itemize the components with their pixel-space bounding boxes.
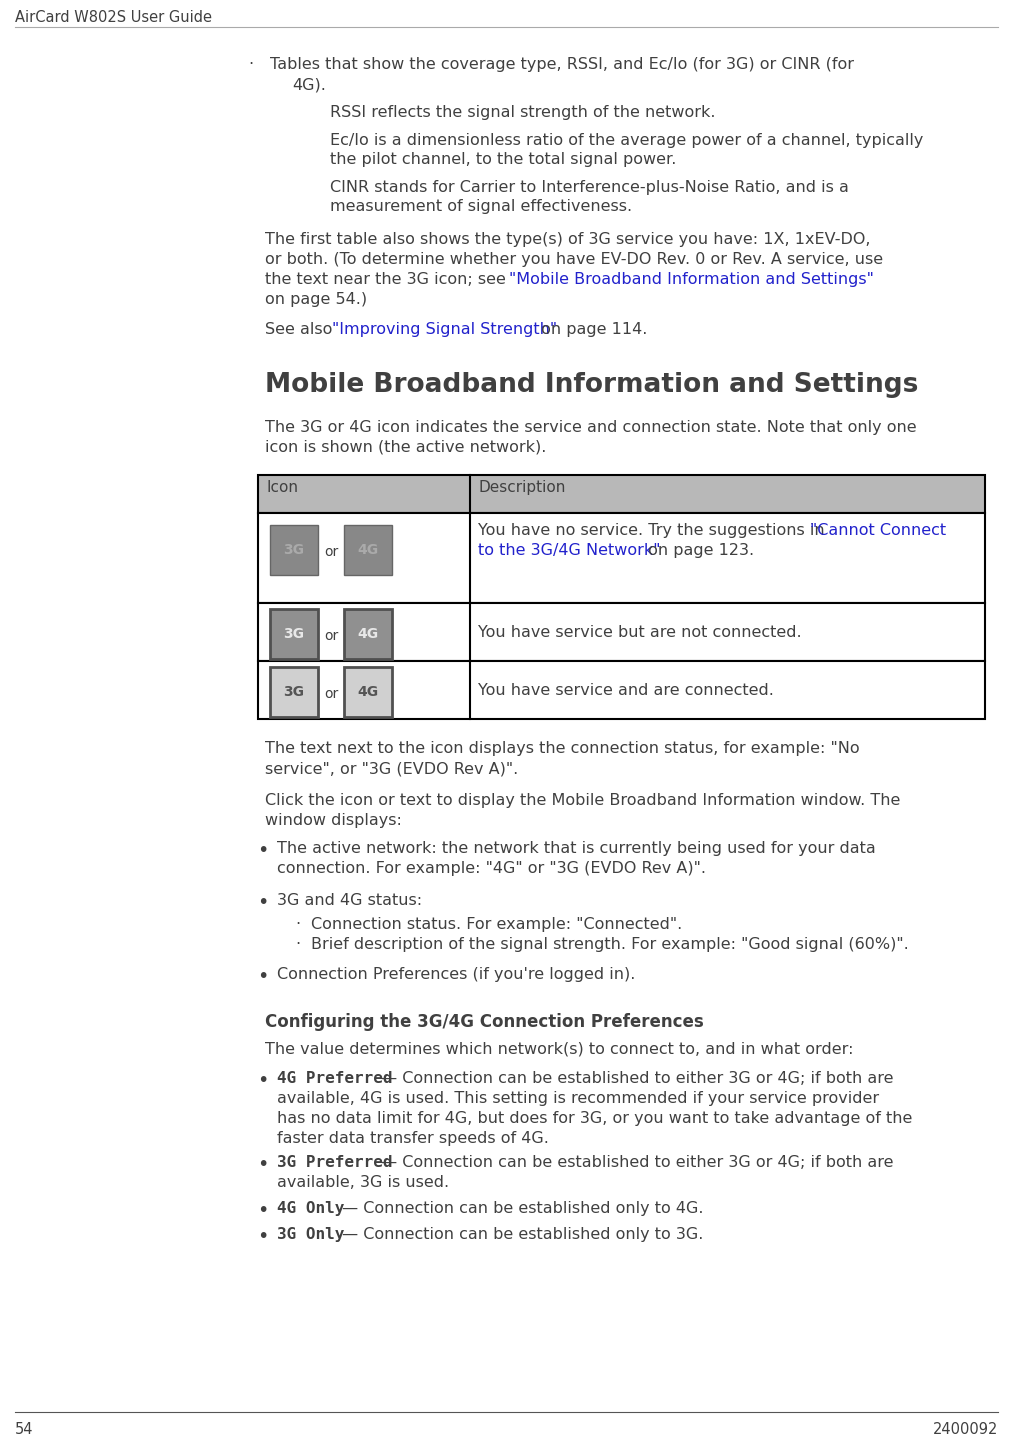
Text: or: or — [324, 629, 338, 643]
Text: — Connection can be established only to 3G.: — Connection can be established only to … — [337, 1227, 703, 1242]
Text: measurement of signal effectiveness.: measurement of signal effectiveness. — [330, 199, 632, 213]
Bar — [258, 603, 985, 660]
Text: •: • — [257, 1227, 268, 1246]
Text: 4G: 4G — [358, 544, 379, 557]
Text: 4G Preferred: 4G Preferred — [277, 1071, 392, 1086]
Text: on page 54.): on page 54.) — [265, 291, 367, 307]
Text: 4G Only: 4G Only — [277, 1201, 344, 1216]
Text: •: • — [257, 1201, 268, 1220]
Text: 4G).: 4G). — [292, 76, 326, 92]
Text: ·: · — [295, 937, 300, 952]
Text: See also: See also — [265, 322, 337, 337]
Text: 4G: 4G — [358, 685, 379, 699]
Text: on page 123.: on page 123. — [643, 544, 754, 558]
Text: Connection Preferences (if you're logged in).: Connection Preferences (if you're logged… — [277, 968, 635, 982]
Text: window displays:: window displays: — [265, 813, 402, 828]
Text: •: • — [257, 893, 268, 911]
Text: or: or — [324, 686, 338, 701]
Text: 2400092: 2400092 — [933, 1422, 998, 1438]
Text: Connection status. For example: "Connected".: Connection status. For example: "Connect… — [311, 917, 682, 932]
Text: You have service but are not connected.: You have service but are not connected. — [478, 624, 801, 640]
Text: "Mobile Broadband Information and Settings": "Mobile Broadband Information and Settin… — [509, 273, 874, 287]
Text: Description: Description — [478, 480, 565, 495]
Text: RSSI reflects the signal strength of the network.: RSSI reflects the signal strength of the… — [330, 105, 715, 120]
Text: Ec/Io is a dimensionless ratio of the average power of a channel, typically: Ec/Io is a dimensionless ratio of the av… — [330, 133, 924, 149]
Text: to the 3G/4G Network": to the 3G/4G Network" — [478, 544, 660, 558]
Bar — [344, 668, 392, 717]
Text: the pilot channel, to the total signal power.: the pilot channel, to the total signal p… — [330, 151, 677, 167]
Text: — Connection can be established to either 3G or 4G; if both are: — Connection can be established to eithe… — [376, 1071, 893, 1086]
Text: •: • — [257, 968, 268, 986]
Text: Click the icon or text to display the Mobile Broadband Information window. The: Click the icon or text to display the Mo… — [265, 793, 901, 808]
Bar — [258, 513, 985, 603]
Text: The active network: the network that is currently being used for your data: The active network: the network that is … — [277, 841, 876, 857]
Text: — Connection can be established to either 3G or 4G; if both are: — Connection can be established to eithe… — [376, 1155, 893, 1169]
Text: •: • — [257, 1155, 268, 1174]
Text: 54: 54 — [15, 1422, 33, 1438]
Text: or both. (To determine whether you have EV-DO Rev. 0 or Rev. A service, use: or both. (To determine whether you have … — [265, 252, 883, 267]
Text: The 3G or 4G icon indicates the service and connection state. Note that only one: The 3G or 4G icon indicates the service … — [265, 420, 917, 435]
Text: •: • — [257, 1071, 268, 1090]
Text: the text near the 3G icon; see: the text near the 3G icon; see — [265, 273, 511, 287]
Text: has no data limit for 4G, but does for 3G, or you want to take advantage of the: has no data limit for 4G, but does for 3… — [277, 1110, 913, 1126]
Text: available, 4G is used. This setting is recommended if your service provider: available, 4G is used. This setting is r… — [277, 1092, 879, 1106]
Text: "Cannot Connect: "Cannot Connect — [810, 523, 946, 538]
Text: Icon: Icon — [266, 480, 298, 495]
Text: Brief description of the signal strength. For example: "Good signal (60%)".: Brief description of the signal strength… — [311, 937, 909, 952]
Text: •: • — [257, 841, 268, 859]
Text: You have no service. Try the suggestions in: You have no service. Try the suggestions… — [478, 523, 830, 538]
Text: Tables that show the coverage type, RSSI, and Ec/Io (for 3G) or CINR (for: Tables that show the coverage type, RSSI… — [270, 58, 854, 72]
Text: 3G: 3G — [284, 627, 305, 642]
Text: Configuring the 3G/4G Connection Preferences: Configuring the 3G/4G Connection Prefere… — [265, 1012, 704, 1031]
Text: service", or "3G (EVDO Rev A)".: service", or "3G (EVDO Rev A)". — [265, 761, 519, 776]
Text: icon is shown (the active network).: icon is shown (the active network). — [265, 440, 546, 456]
Text: 3G: 3G — [284, 544, 305, 557]
Text: AirCard W802S User Guide: AirCard W802S User Guide — [15, 10, 212, 25]
Text: 4G: 4G — [358, 627, 379, 642]
Text: 3G Preferred: 3G Preferred — [277, 1155, 392, 1169]
Bar — [270, 609, 318, 659]
Text: on page 114.: on page 114. — [536, 322, 647, 337]
Bar — [344, 609, 392, 659]
Text: CINR stands for Carrier to Interference-plus-Noise Ratio, and is a: CINR stands for Carrier to Interference-… — [330, 180, 849, 195]
Text: — Connection can be established only to 4G.: — Connection can be established only to … — [337, 1201, 703, 1216]
Text: ·: · — [248, 58, 253, 72]
Bar — [258, 660, 985, 720]
Text: The first table also shows the type(s) of 3G service you have: 1X, 1xEV-DO,: The first table also shows the type(s) o… — [265, 232, 870, 247]
Text: 3G Only: 3G Only — [277, 1227, 344, 1242]
Text: or: or — [324, 545, 338, 559]
Text: available, 3G is used.: available, 3G is used. — [277, 1175, 449, 1190]
Text: 3G and 4G status:: 3G and 4G status: — [277, 893, 422, 908]
Bar — [344, 525, 392, 575]
Bar — [270, 525, 318, 575]
Text: The text next to the icon displays the connection status, for example: "No: The text next to the icon displays the c… — [265, 741, 860, 756]
Text: The value determines which network(s) to connect to, and in what order:: The value determines which network(s) to… — [265, 1041, 854, 1056]
Text: You have service and are connected.: You have service and are connected. — [478, 684, 774, 698]
Text: faster data transfer speeds of 4G.: faster data transfer speeds of 4G. — [277, 1131, 549, 1146]
Bar — [270, 668, 318, 717]
Text: "Improving Signal Strength": "Improving Signal Strength" — [332, 322, 557, 337]
Text: connection. For example: "4G" or "3G (EVDO Rev A)".: connection. For example: "4G" or "3G (EV… — [277, 861, 706, 875]
Text: ·: · — [295, 917, 300, 932]
Bar — [258, 474, 985, 513]
Text: 3G: 3G — [284, 685, 305, 699]
Text: Mobile Broadband Information and Settings: Mobile Broadband Information and Setting… — [265, 372, 919, 398]
